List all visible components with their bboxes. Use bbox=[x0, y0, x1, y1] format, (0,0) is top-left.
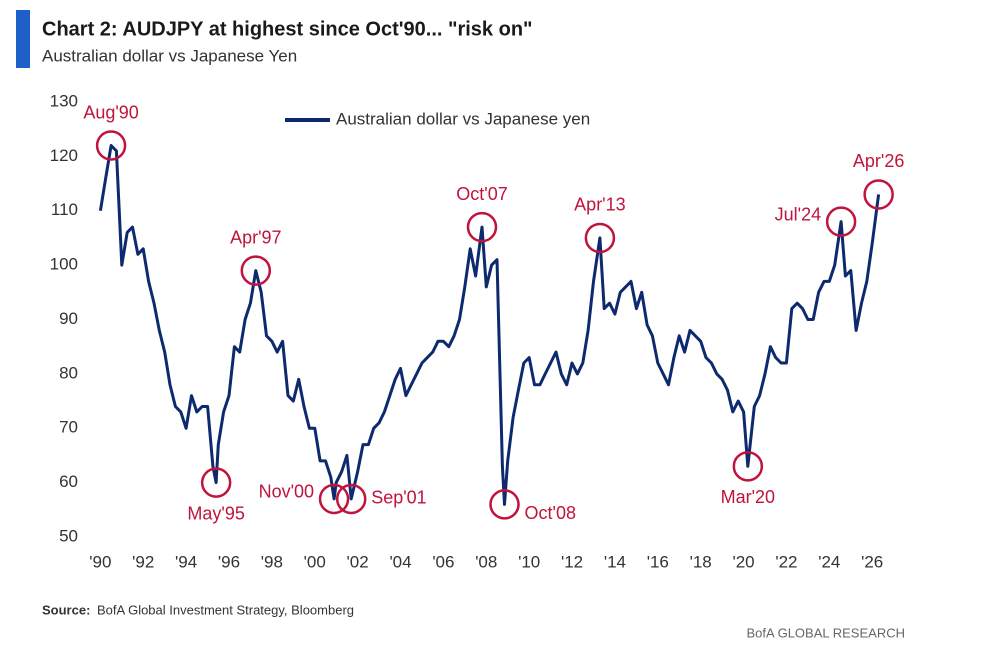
y-tick-label: 70 bbox=[59, 418, 78, 437]
annotation-label: Jul'24 bbox=[775, 204, 821, 224]
y-tick-label: 50 bbox=[59, 526, 78, 545]
annotation-label: Nov'00 bbox=[259, 482, 314, 502]
annotation-circle bbox=[732, 451, 764, 482]
data-line bbox=[98, 144, 881, 506]
annotation-label: Aug'90 bbox=[83, 102, 139, 122]
y-tick-label: 100 bbox=[50, 255, 78, 274]
annotation-circle bbox=[489, 489, 520, 520]
y-tick-label: 110 bbox=[51, 200, 78, 219]
x-tick-label: '12 bbox=[561, 552, 583, 571]
annotation-circle bbox=[200, 467, 232, 498]
annotation-circle bbox=[863, 179, 894, 210]
annotation-circle bbox=[584, 222, 616, 254]
x-tick-label: '94 bbox=[175, 552, 197, 571]
source-label: Source: bbox=[42, 602, 90, 617]
y-tick-label: 120 bbox=[50, 146, 78, 165]
annotation-label: Oct'08 bbox=[525, 503, 576, 523]
x-tick-label: '18 bbox=[690, 552, 712, 571]
x-tick-label: '24 bbox=[818, 552, 840, 571]
annotation-circle bbox=[466, 211, 498, 243]
x-tick-label: '14 bbox=[604, 552, 626, 571]
x-tick-label: '26 bbox=[861, 552, 883, 571]
annotation-label: Mar'20 bbox=[721, 487, 775, 507]
x-tick-label: '20 bbox=[732, 552, 754, 571]
x-tick-label: '22 bbox=[775, 552, 797, 571]
x-tick-label: '10 bbox=[518, 552, 540, 571]
annotation-circle bbox=[318, 483, 350, 515]
chart-title: Chart 2: AUDJPY at highest since Oct'90.… bbox=[42, 18, 533, 40]
x-tick-label: '06 bbox=[432, 552, 454, 571]
annotation-label: Apr'13 bbox=[574, 195, 625, 215]
x-tick-label: '04 bbox=[389, 552, 411, 571]
annotation-label: May'95 bbox=[187, 503, 244, 523]
x-tick-label: '02 bbox=[347, 552, 369, 571]
legend-label: Australian dollar vs Japanese yen bbox=[336, 109, 590, 128]
annotation-circle bbox=[240, 255, 272, 286]
y-tick-label: 80 bbox=[59, 363, 78, 382]
x-tick-label: '08 bbox=[475, 552, 497, 571]
x-tick-label: '96 bbox=[218, 552, 240, 571]
x-tick-label: '16 bbox=[647, 552, 669, 571]
chart-subtitle: Australian dollar vs Japanese Yen bbox=[42, 46, 297, 65]
x-tick-label: '00 bbox=[304, 552, 326, 571]
y-tick-label: 60 bbox=[59, 472, 78, 491]
annotation-circle bbox=[95, 130, 127, 161]
annotation-circle bbox=[335, 483, 367, 515]
annotation-label: Oct'07 bbox=[456, 184, 507, 204]
x-tick-label: '90 bbox=[89, 552, 111, 571]
annotation-label: Apr'97 bbox=[230, 227, 281, 247]
annotation-circle bbox=[825, 206, 857, 237]
x-tick-label: '98 bbox=[261, 552, 283, 571]
footer: BofA GLOBAL RESEARCH bbox=[747, 625, 905, 640]
y-tick-label: 130 bbox=[50, 91, 78, 110]
source: BofA Global Investment Strategy, Bloombe… bbox=[97, 602, 354, 617]
annotation-label: Apr'26 bbox=[853, 151, 904, 171]
annotation-label: Sep'01 bbox=[371, 488, 427, 508]
x-tick-label: '92 bbox=[132, 552, 154, 571]
title-bar bbox=[16, 10, 30, 68]
y-tick-label: 90 bbox=[59, 309, 78, 328]
